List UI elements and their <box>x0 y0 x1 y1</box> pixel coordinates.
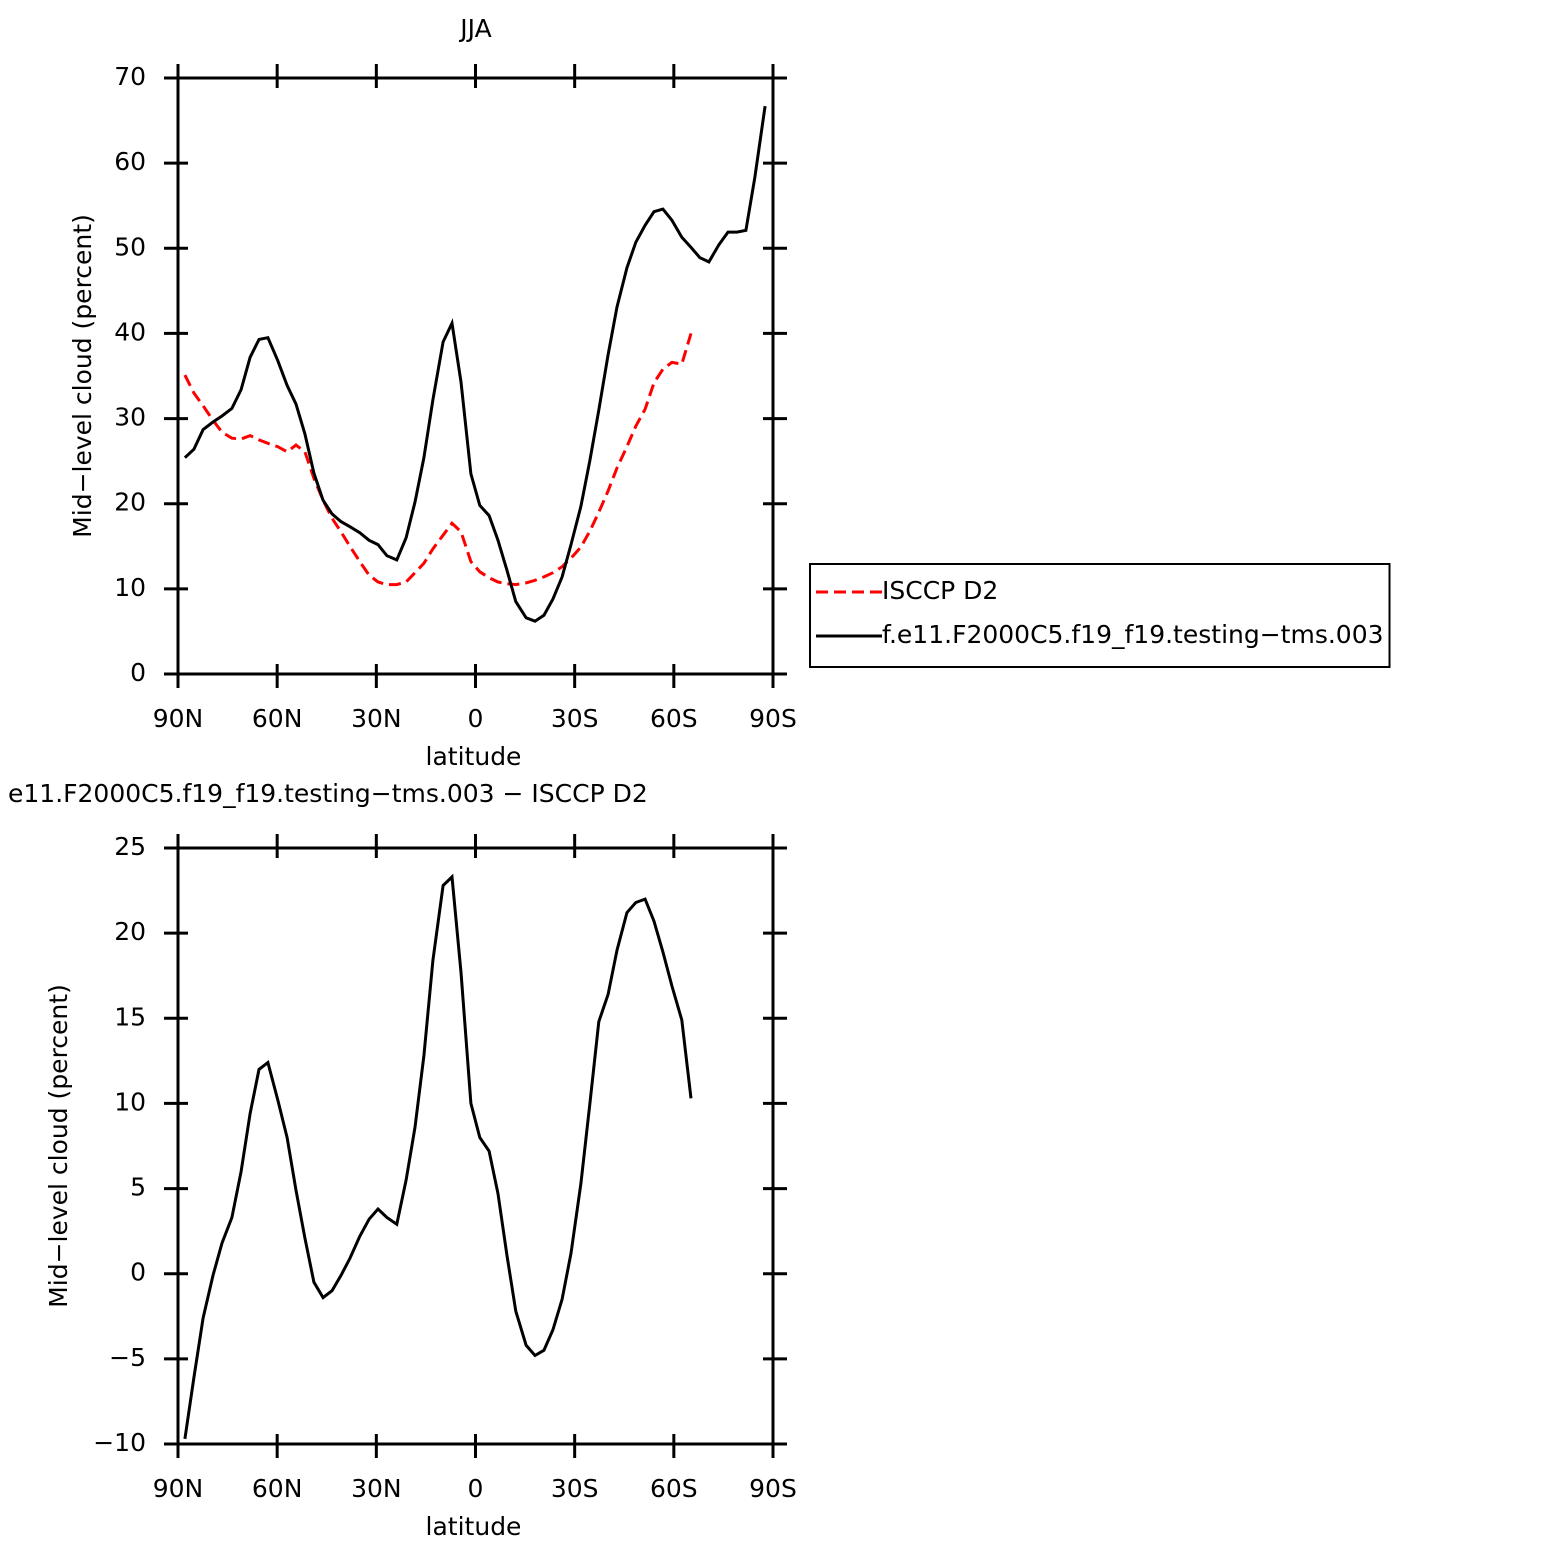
x-tick-label: 60S <box>650 704 698 733</box>
x-axis-label: latitude <box>426 742 522 771</box>
series-line <box>183 873 693 1440</box>
x-tick-label: 30S <box>551 1474 599 1503</box>
y-axis-label: Mid−level cloud (percent) <box>68 214 97 538</box>
x-axis-label: latitude <box>426 1512 522 1541</box>
y-tick-label: 10 <box>114 1087 146 1116</box>
legend-box <box>809 563 1391 668</box>
chart-title: e11.F2000C5.f19_f19.testing−tms.003 − IS… <box>8 779 648 808</box>
x-tick-label: 30N <box>351 704 402 733</box>
x-tick-label: 0 <box>468 1474 484 1503</box>
y-tick-label: 25 <box>114 832 146 861</box>
y-tick-label: 0 <box>130 658 146 687</box>
x-tick-label: 90N <box>153 1474 204 1503</box>
legend-label: ISCCP D2 <box>882 576 998 605</box>
chart-title: JJA <box>458 14 491 43</box>
plot-frame <box>176 76 775 676</box>
y-tick-label: 50 <box>114 232 146 261</box>
y-tick-label: −10 <box>93 1428 146 1457</box>
series-line <box>183 105 767 623</box>
y-tick-label: 70 <box>114 62 146 91</box>
x-tick-label: 90S <box>749 704 797 733</box>
legend-label: f.e11.F2000C5.f19_f19.testing−tms.003 <box>882 620 1384 649</box>
y-tick-label: 5 <box>130 1173 146 1202</box>
x-tick-label: 60N <box>252 1474 303 1503</box>
series-line <box>183 332 693 587</box>
y-tick-label: 30 <box>114 403 146 432</box>
plot-frame <box>176 846 775 1446</box>
y-tick-label: 40 <box>114 317 146 346</box>
x-tick-label: 30S <box>551 704 599 733</box>
x-tick-label: 60S <box>650 1474 698 1503</box>
y-tick-label: 0 <box>130 1258 146 1287</box>
x-tick-label: 0 <box>468 704 484 733</box>
x-tick-label: 90N <box>153 704 204 733</box>
y-tick-label: 15 <box>114 1002 146 1031</box>
y-tick-label: 10 <box>114 573 146 602</box>
y-tick-label: 60 <box>114 147 146 176</box>
x-tick-label: 60N <box>252 704 303 733</box>
y-tick-label: 20 <box>114 917 146 946</box>
x-tick-label: 30N <box>351 1474 402 1503</box>
y-tick-label: 20 <box>114 488 146 517</box>
x-tick-label: 90S <box>749 1474 797 1503</box>
y-axis-label: Mid−level cloud (percent) <box>44 984 73 1308</box>
y-tick-label: −5 <box>109 1343 146 1372</box>
